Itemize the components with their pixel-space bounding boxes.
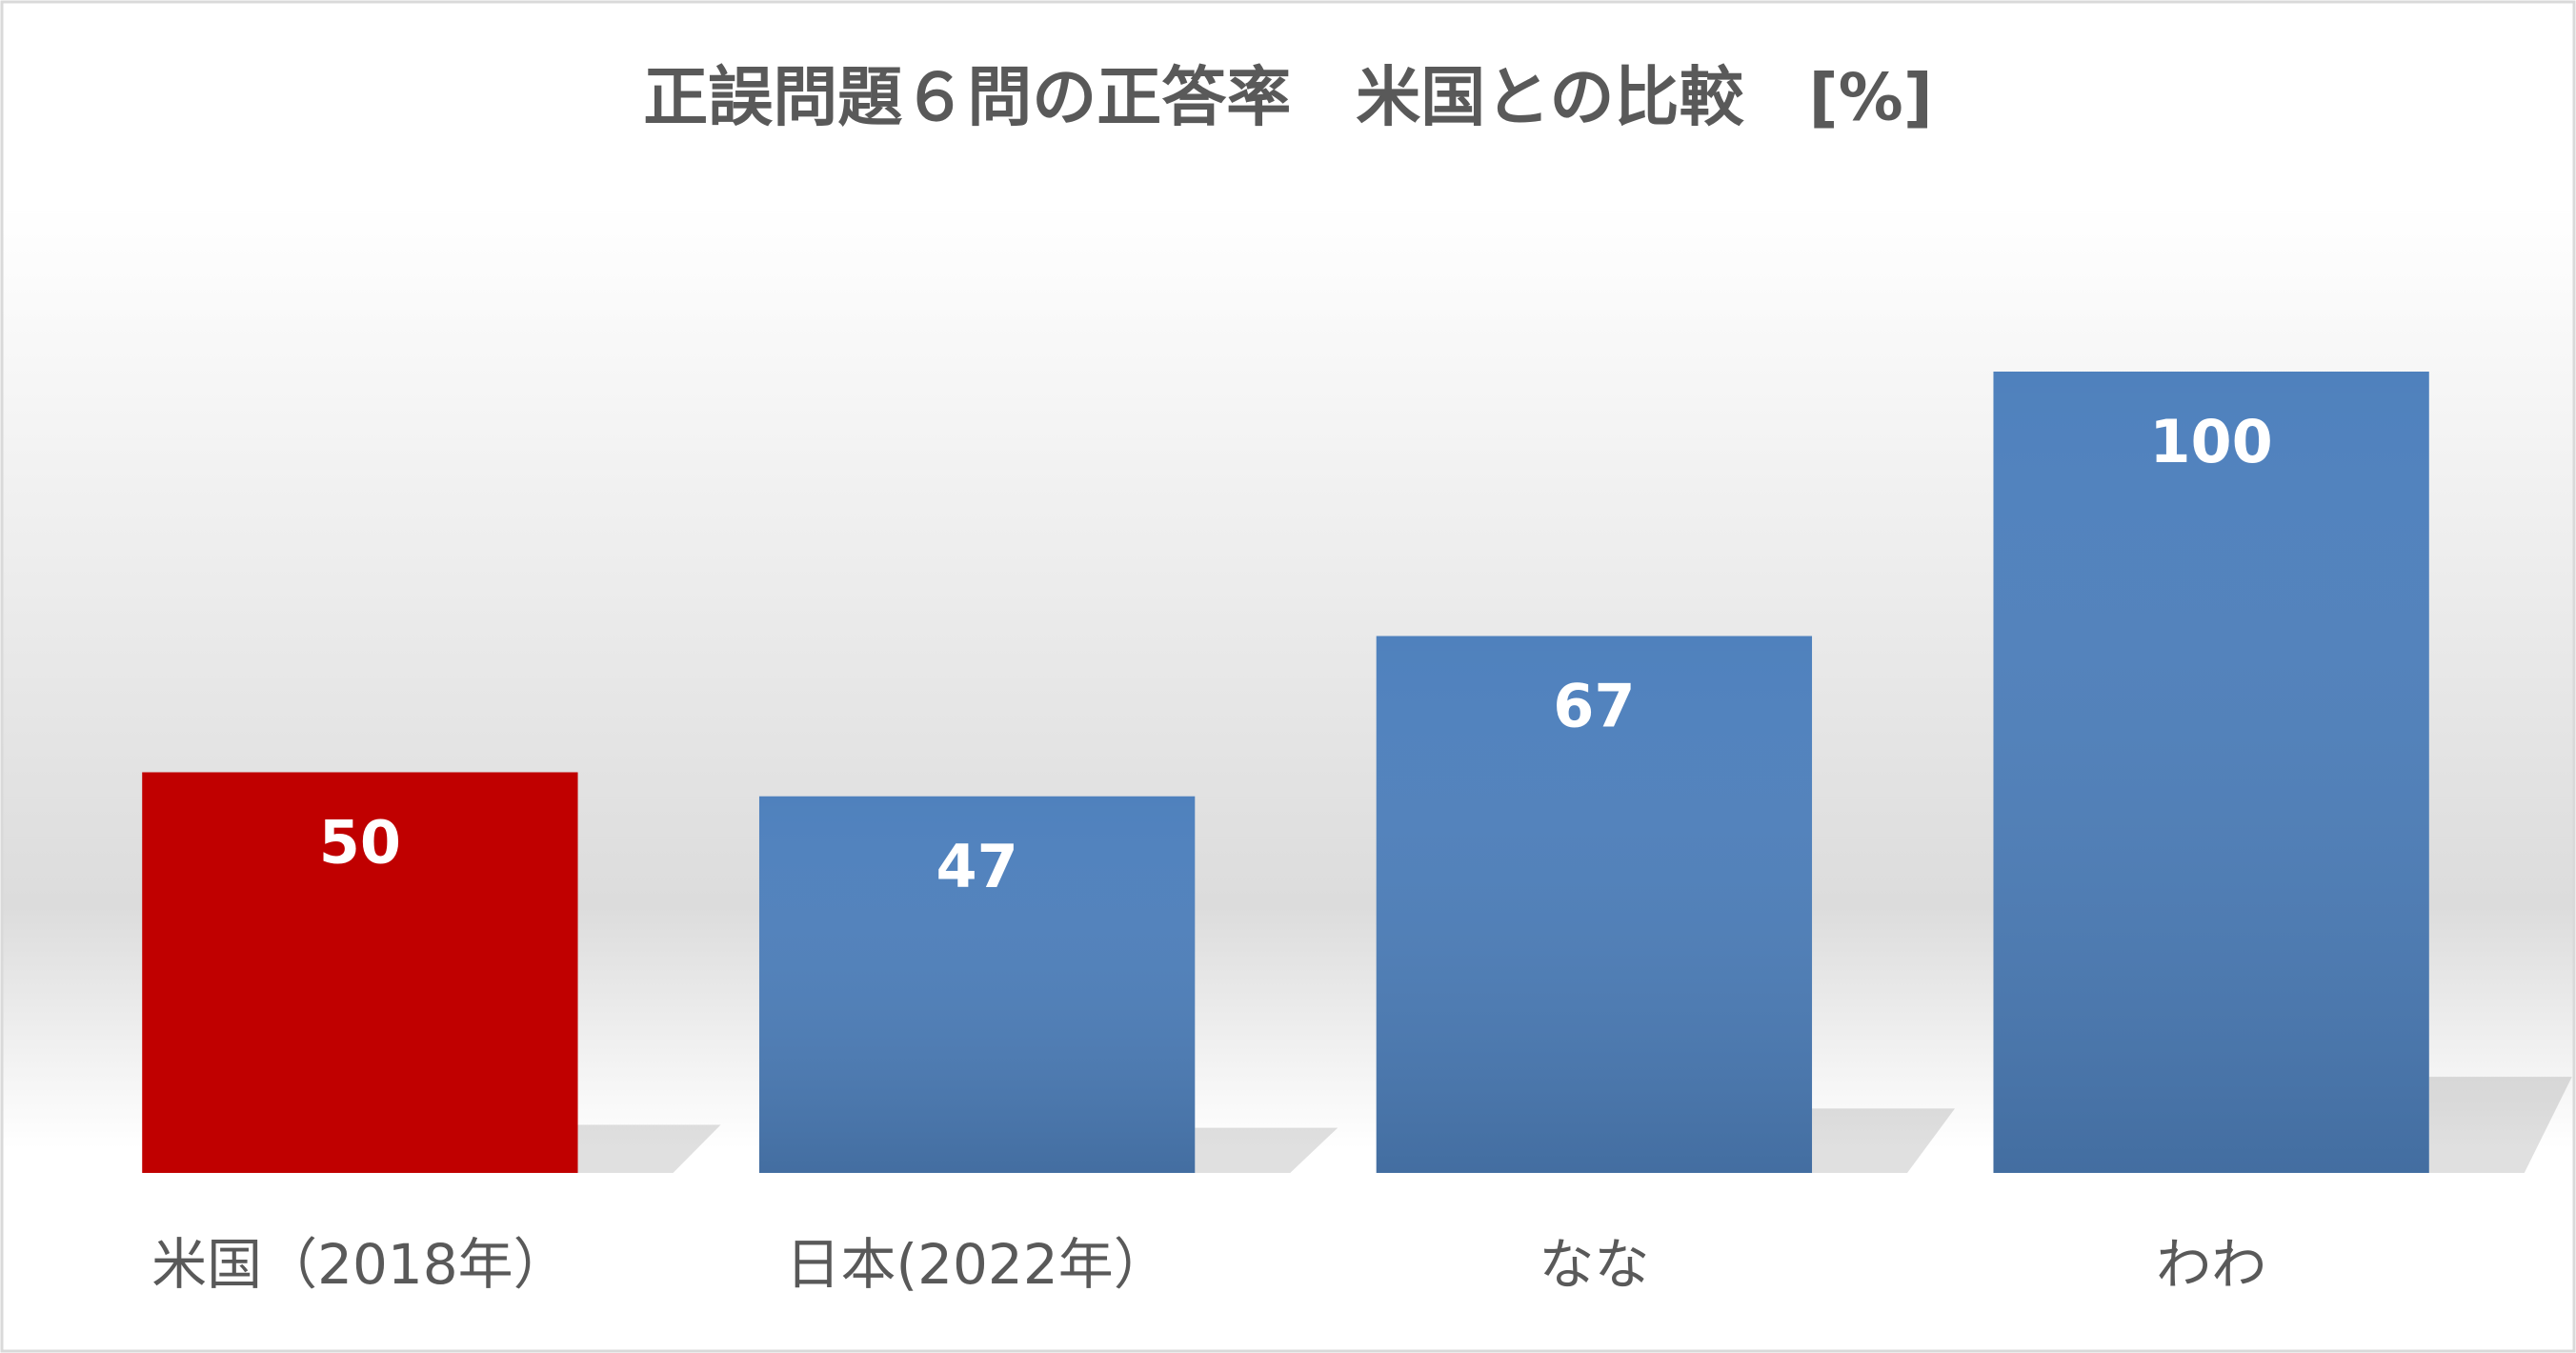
bar-shadow — [1195, 1127, 1338, 1173]
x-tick-label: 米国（2018年） — [151, 1232, 569, 1297]
bar-shadow — [1812, 1108, 1956, 1173]
bar-shadow — [577, 1124, 721, 1173]
bar-shade — [758, 796, 1196, 1173]
x-tick-label: わわ — [2156, 1232, 2266, 1297]
bar-shadow — [2428, 1077, 2572, 1173]
chart-title: 正誤問題６問の正答率 米国との比較 [%] — [643, 61, 1933, 136]
data-label: 47 — [936, 832, 1017, 901]
x-tick-label: 日本(2022年） — [786, 1232, 1169, 1297]
bar — [142, 772, 578, 1173]
data-label: 100 — [2149, 407, 2272, 476]
data-label: 50 — [319, 808, 401, 878]
bar-shade — [1376, 636, 1813, 1173]
bar-shade — [1993, 372, 2429, 1173]
data-label: 67 — [1553, 672, 1635, 741]
x-tick-label: なな — [1539, 1232, 1649, 1297]
